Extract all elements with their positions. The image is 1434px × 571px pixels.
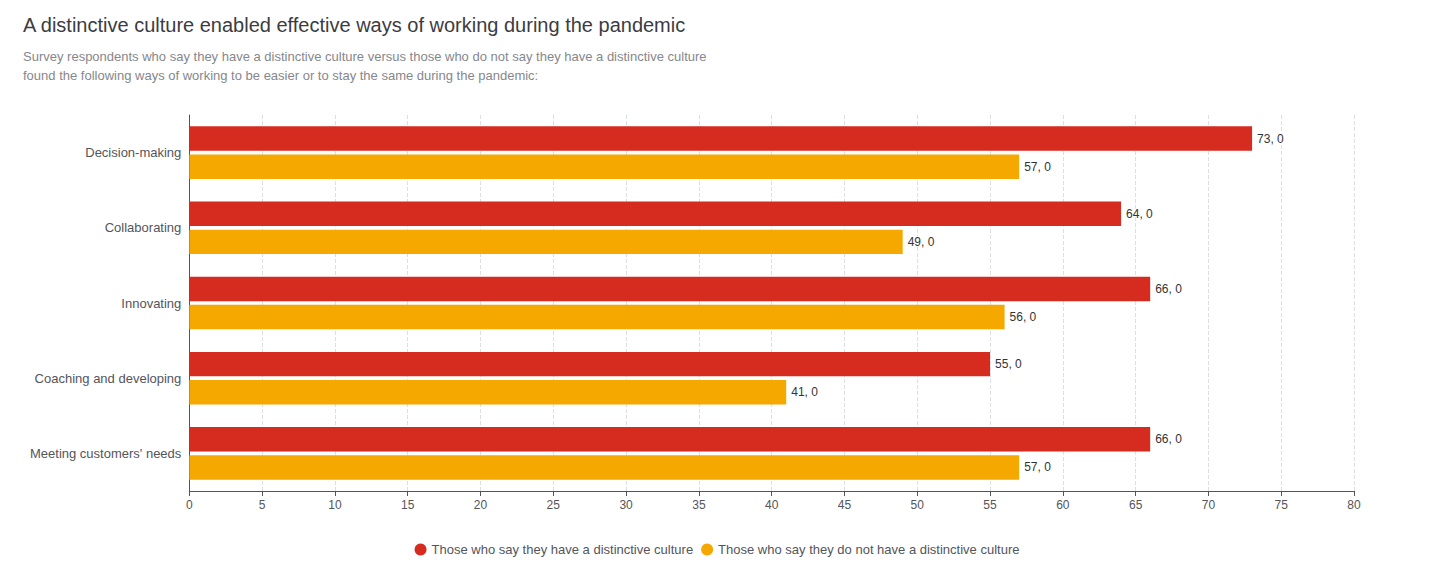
svg-text:Survey respondents who say the: Survey respondents who say they have a d…	[23, 49, 707, 64]
svg-text:25: 25	[547, 498, 561, 512]
svg-text:5: 5	[259, 498, 266, 512]
svg-text:66, 0: 66, 0	[1155, 282, 1182, 296]
svg-text:57, 0: 57, 0	[1024, 160, 1051, 174]
svg-text:70: 70	[1202, 498, 1216, 512]
svg-text:50: 50	[911, 498, 925, 512]
svg-text:30: 30	[619, 498, 633, 512]
svg-text:Meeting customers' needs: Meeting customers' needs	[30, 446, 182, 461]
svg-text:15: 15	[401, 498, 415, 512]
svg-text:55, 0: 55, 0	[995, 357, 1022, 371]
svg-text:Collaborating: Collaborating	[105, 220, 182, 235]
svg-text:found the following ways of wo: found the following ways of working to b…	[23, 68, 538, 83]
svg-text:0: 0	[186, 498, 193, 512]
svg-text:Those who say they do not have: Those who say they do not have a distinc…	[718, 542, 1019, 557]
svg-text:A distinctive culture enabled: A distinctive culture enabled effective …	[23, 14, 685, 36]
svg-text:73, 0: 73, 0	[1257, 132, 1284, 146]
svg-text:60: 60	[1056, 498, 1070, 512]
svg-text:Innovating: Innovating	[121, 296, 181, 311]
svg-text:75: 75	[1275, 498, 1289, 512]
svg-text:Those who say they have a dist: Those who say they have a distinctive cu…	[432, 542, 694, 557]
svg-text:45: 45	[838, 498, 852, 512]
svg-text:Coaching and developing: Coaching and developing	[35, 371, 182, 386]
svg-text:80: 80	[1347, 498, 1361, 512]
svg-text:41, 0: 41, 0	[791, 385, 818, 399]
svg-text:66, 0: 66, 0	[1155, 432, 1182, 446]
svg-text:49, 0: 49, 0	[908, 235, 935, 249]
svg-text:Decision-making: Decision-making	[85, 145, 181, 160]
svg-text:64, 0: 64, 0	[1126, 207, 1153, 221]
svg-text:56, 0: 56, 0	[1010, 310, 1037, 324]
svg-text:65: 65	[1129, 498, 1143, 512]
svg-text:10: 10	[328, 498, 342, 512]
svg-text:20: 20	[474, 498, 488, 512]
svg-text:40: 40	[765, 498, 779, 512]
svg-text:57, 0: 57, 0	[1024, 460, 1051, 474]
svg-text:35: 35	[692, 498, 706, 512]
svg-text:55: 55	[983, 498, 997, 512]
